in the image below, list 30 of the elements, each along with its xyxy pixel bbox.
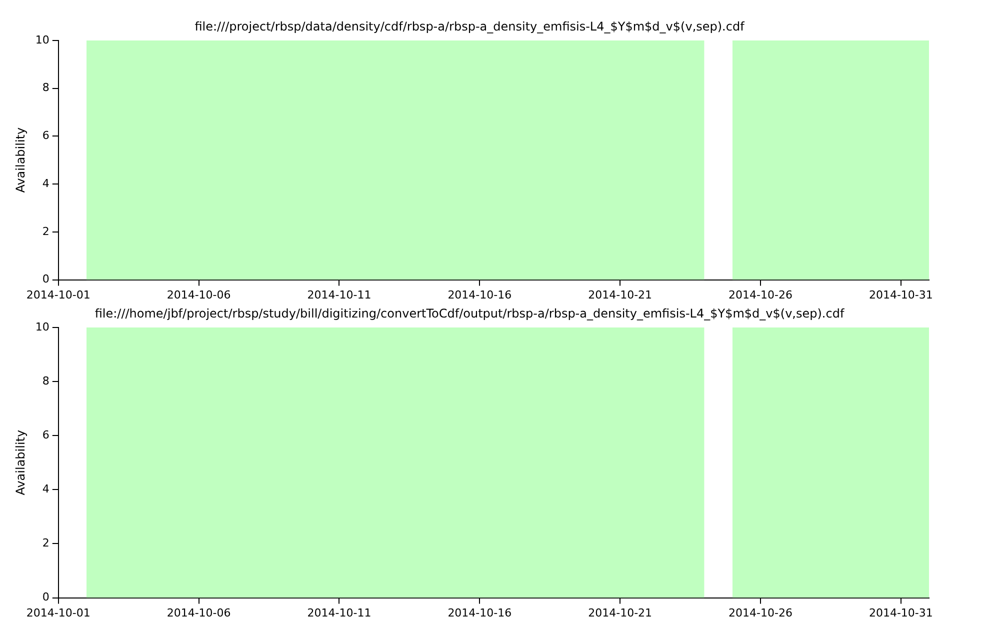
y-axis-title: Availability	[13, 430, 28, 496]
x-tick-label: 2014-10-01	[26, 606, 90, 620]
x-tick-label: 2014-10-01	[26, 288, 90, 302]
y-tick-label: 10	[35, 320, 50, 334]
y-tick-label: 4	[42, 176, 50, 190]
y-tick-label: 8	[42, 81, 50, 94]
x-tick-label: 2014-10-16	[448, 288, 512, 302]
y-tick-label: 6	[42, 428, 50, 442]
chart-title: file:///project/rbsp/data/density/cdf/rbsp-a/rbsp-a_density_emfisis-L4_$Y$m$d_v$(v,sep).cdf	[194, 19, 746, 34]
x-tick-label: 2014-10-06	[166, 606, 231, 620]
y-axis-title: Availability	[13, 127, 28, 193]
x-tick-label: 2014-10-31	[868, 288, 933, 302]
x-tick-label: 2014-10-26	[728, 288, 792, 302]
chart-title: file:///home/jbf/project/rbsp/study/bill/digitizing/convertToCdf/output/rbsp-a/rbsp-a_density_emfisis-L4_$Y$m$d_v$(v,sep).cdf	[94, 306, 845, 320]
y-tick-label: 0	[42, 590, 50, 604]
x-tick-label: 2014-10-21	[588, 288, 652, 302]
y-tick-label: 10	[35, 33, 50, 46]
y-tick-label: 4	[42, 482, 50, 496]
y-tick-label: 6	[42, 129, 50, 142]
x-tick-label: 2014-10-26	[728, 606, 792, 620]
x-tick-label: 2014-10-06	[166, 288, 231, 302]
y-tick-label: 8	[42, 374, 50, 388]
x-tick-label: 2014-10-21	[588, 606, 652, 620]
x-tick-label: 2014-10-11	[307, 288, 372, 302]
y-tick-label: 2	[42, 536, 50, 550]
y-tick-label: 0	[42, 272, 50, 286]
x-tick-label: 2014-10-31	[868, 606, 933, 620]
y-tick-label: 2	[42, 224, 50, 238]
x-tick-label: 2014-10-16	[448, 606, 512, 620]
x-tick-label: 2014-10-11	[307, 606, 372, 620]
